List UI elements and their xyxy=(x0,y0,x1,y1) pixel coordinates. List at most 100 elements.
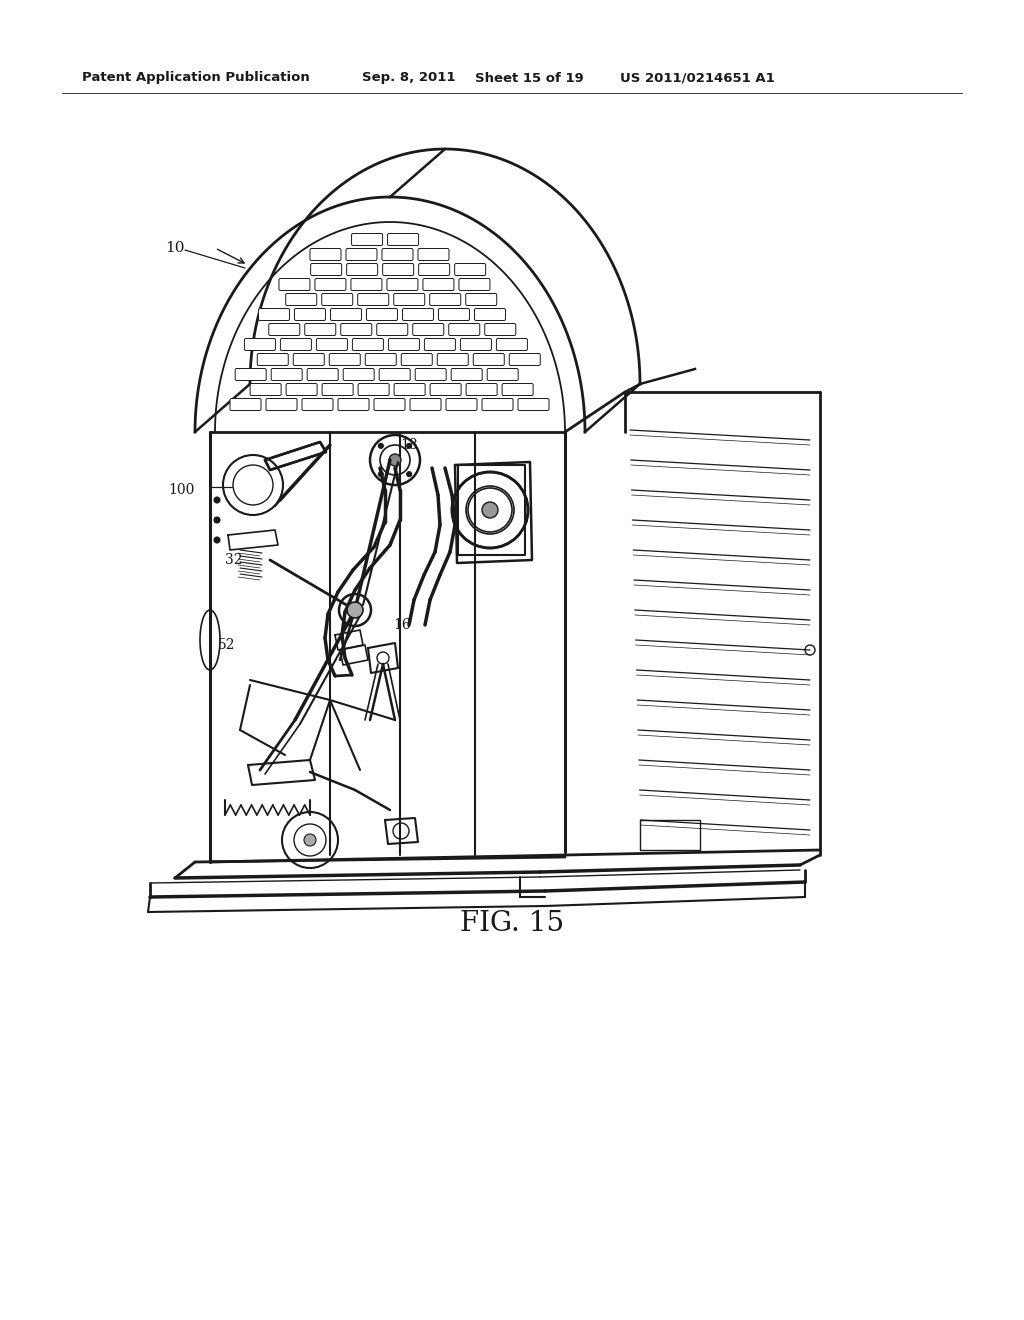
FancyBboxPatch shape xyxy=(351,279,382,290)
FancyBboxPatch shape xyxy=(305,323,336,335)
FancyBboxPatch shape xyxy=(473,354,504,366)
FancyBboxPatch shape xyxy=(394,384,425,396)
FancyBboxPatch shape xyxy=(358,384,389,396)
FancyBboxPatch shape xyxy=(286,293,316,305)
FancyBboxPatch shape xyxy=(484,323,516,335)
FancyBboxPatch shape xyxy=(315,279,346,290)
FancyBboxPatch shape xyxy=(449,323,480,335)
FancyBboxPatch shape xyxy=(437,354,468,366)
FancyBboxPatch shape xyxy=(279,279,310,290)
FancyBboxPatch shape xyxy=(351,234,383,246)
FancyBboxPatch shape xyxy=(402,309,433,321)
FancyBboxPatch shape xyxy=(502,384,534,396)
FancyBboxPatch shape xyxy=(346,248,377,260)
FancyBboxPatch shape xyxy=(295,309,326,321)
FancyBboxPatch shape xyxy=(452,368,482,380)
Text: 32: 32 xyxy=(225,553,243,568)
FancyBboxPatch shape xyxy=(487,368,518,380)
Text: Sep. 8, 2011: Sep. 8, 2011 xyxy=(362,71,456,84)
FancyBboxPatch shape xyxy=(374,399,406,411)
Circle shape xyxy=(389,454,401,466)
FancyBboxPatch shape xyxy=(357,293,389,305)
FancyBboxPatch shape xyxy=(307,368,338,380)
FancyBboxPatch shape xyxy=(383,264,414,276)
Text: FIG. 15: FIG. 15 xyxy=(460,909,564,937)
FancyBboxPatch shape xyxy=(430,293,461,305)
FancyBboxPatch shape xyxy=(257,354,289,366)
FancyBboxPatch shape xyxy=(286,384,317,396)
FancyBboxPatch shape xyxy=(258,309,290,321)
FancyBboxPatch shape xyxy=(310,248,341,260)
FancyBboxPatch shape xyxy=(415,368,446,380)
FancyBboxPatch shape xyxy=(430,384,461,396)
FancyBboxPatch shape xyxy=(230,399,261,411)
FancyBboxPatch shape xyxy=(410,399,441,411)
FancyBboxPatch shape xyxy=(250,384,282,396)
FancyBboxPatch shape xyxy=(331,309,361,321)
FancyBboxPatch shape xyxy=(509,354,541,366)
FancyBboxPatch shape xyxy=(379,368,411,380)
FancyBboxPatch shape xyxy=(330,354,360,366)
FancyBboxPatch shape xyxy=(446,399,477,411)
FancyBboxPatch shape xyxy=(497,338,527,351)
FancyBboxPatch shape xyxy=(271,368,302,380)
Circle shape xyxy=(304,834,316,846)
FancyBboxPatch shape xyxy=(518,399,549,411)
FancyBboxPatch shape xyxy=(394,293,425,305)
FancyBboxPatch shape xyxy=(352,338,383,351)
FancyBboxPatch shape xyxy=(438,309,469,321)
Circle shape xyxy=(214,498,220,503)
Text: 18: 18 xyxy=(400,438,418,451)
FancyBboxPatch shape xyxy=(323,384,353,396)
Circle shape xyxy=(407,471,412,477)
FancyBboxPatch shape xyxy=(245,338,275,351)
FancyBboxPatch shape xyxy=(466,384,497,396)
FancyBboxPatch shape xyxy=(423,279,454,290)
FancyBboxPatch shape xyxy=(316,338,347,351)
FancyBboxPatch shape xyxy=(387,279,418,290)
FancyBboxPatch shape xyxy=(419,264,450,276)
FancyBboxPatch shape xyxy=(367,309,397,321)
Text: US 2011/0214651 A1: US 2011/0214651 A1 xyxy=(620,71,775,84)
FancyBboxPatch shape xyxy=(377,323,408,335)
FancyBboxPatch shape xyxy=(281,338,311,351)
FancyBboxPatch shape xyxy=(413,323,443,335)
Circle shape xyxy=(214,517,220,523)
FancyBboxPatch shape xyxy=(466,293,497,305)
Circle shape xyxy=(407,444,412,449)
FancyBboxPatch shape xyxy=(322,293,352,305)
FancyBboxPatch shape xyxy=(382,248,413,260)
Text: 16: 16 xyxy=(393,618,411,632)
Circle shape xyxy=(214,537,220,543)
Text: 10: 10 xyxy=(165,242,184,255)
Text: 52: 52 xyxy=(218,638,236,652)
FancyBboxPatch shape xyxy=(302,399,333,411)
FancyBboxPatch shape xyxy=(366,354,396,366)
FancyBboxPatch shape xyxy=(236,368,266,380)
FancyBboxPatch shape xyxy=(341,323,372,335)
FancyBboxPatch shape xyxy=(455,264,485,276)
FancyBboxPatch shape xyxy=(459,279,489,290)
FancyBboxPatch shape xyxy=(474,309,506,321)
Circle shape xyxy=(378,444,383,449)
FancyBboxPatch shape xyxy=(387,234,419,246)
FancyBboxPatch shape xyxy=(310,264,342,276)
FancyBboxPatch shape xyxy=(388,338,420,351)
FancyBboxPatch shape xyxy=(401,354,432,366)
FancyBboxPatch shape xyxy=(347,264,378,276)
Text: 100: 100 xyxy=(168,483,195,498)
FancyBboxPatch shape xyxy=(338,399,369,411)
Circle shape xyxy=(347,602,362,618)
FancyBboxPatch shape xyxy=(268,323,300,335)
Circle shape xyxy=(482,502,498,517)
FancyBboxPatch shape xyxy=(461,338,492,351)
FancyBboxPatch shape xyxy=(343,368,374,380)
FancyBboxPatch shape xyxy=(418,248,449,260)
Circle shape xyxy=(378,471,383,477)
Text: Sheet 15 of 19: Sheet 15 of 19 xyxy=(475,71,584,84)
FancyBboxPatch shape xyxy=(482,399,513,411)
FancyBboxPatch shape xyxy=(266,399,297,411)
FancyBboxPatch shape xyxy=(293,354,325,366)
FancyBboxPatch shape xyxy=(424,338,456,351)
Text: Patent Application Publication: Patent Application Publication xyxy=(82,71,309,84)
